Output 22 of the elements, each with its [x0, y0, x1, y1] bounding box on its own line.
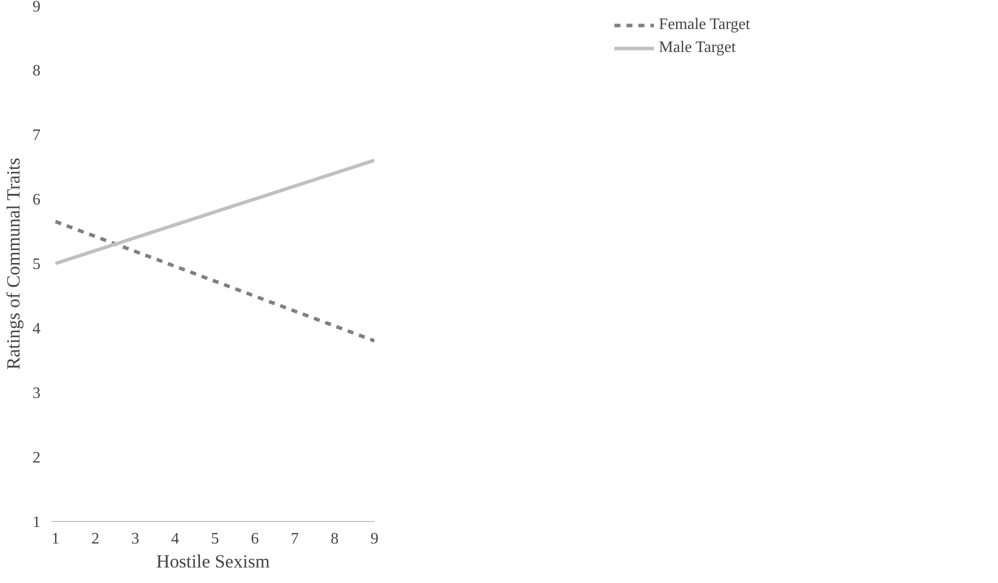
- x-tick-label: 1: [51, 530, 60, 548]
- y-axis-title: Ratings of Communal Traits: [4, 158, 24, 370]
- x-tick-label: 6: [250, 530, 259, 548]
- x-axis-title: Hostile Sexism: [156, 552, 270, 572]
- y-tick-label: 1: [32, 514, 40, 531]
- x-tick-label: 7: [290, 530, 299, 548]
- y-tick-label: 7: [32, 127, 40, 144]
- y-tick-label: 3: [32, 385, 40, 402]
- y-tick-label: 6: [32, 192, 40, 208]
- x-tick-label: 5: [210, 530, 219, 548]
- x-tick-label: 8: [330, 530, 339, 548]
- y-tick-label: 8: [32, 62, 40, 80]
- legend-label: Male Target: [658, 39, 736, 57]
- y-tick-label: 9: [32, 0, 40, 16]
- legend-label: Female Target: [658, 16, 750, 34]
- y-tick-label: 5: [32, 256, 40, 273]
- x-tick-label: 3: [131, 530, 140, 548]
- y-tick-label: 4: [32, 320, 40, 338]
- x-tick-label: 2: [91, 530, 100, 548]
- x-tick-label: 4: [171, 530, 180, 548]
- y-tick-label: 2: [32, 450, 40, 466]
- x-tick-label: 9: [370, 530, 378, 548]
